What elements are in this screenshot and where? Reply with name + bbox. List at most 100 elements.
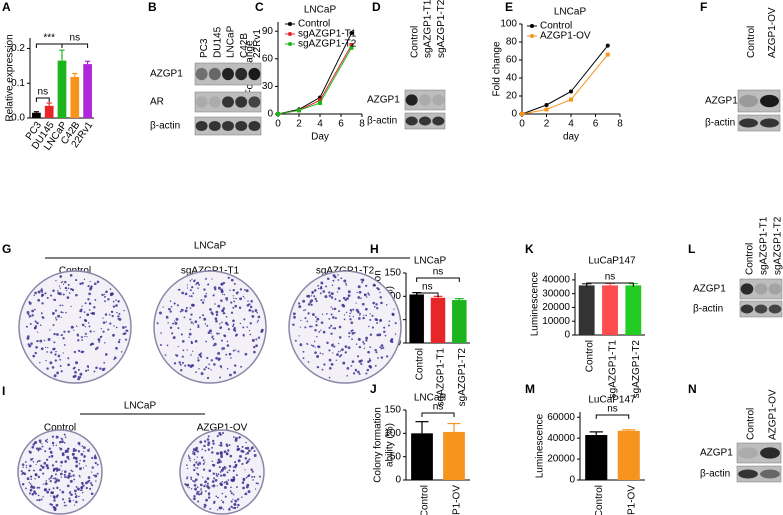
colony	[248, 308, 252, 312]
marker	[544, 103, 549, 107]
colony	[49, 450, 53, 454]
colony	[361, 281, 364, 284]
colony	[192, 323, 195, 325]
lane-label: sgAZGP1-T2	[436, 0, 447, 58]
colony	[31, 445, 35, 449]
colony	[371, 326, 375, 329]
colony	[355, 302, 357, 304]
colony	[306, 320, 309, 323]
colony	[101, 368, 105, 372]
colony	[180, 333, 183, 336]
colony	[225, 315, 228, 318]
y-tick-label: 40000	[542, 275, 570, 286]
colony	[337, 350, 340, 353]
colony	[117, 340, 121, 344]
colony	[189, 460, 192, 462]
colony	[334, 317, 337, 320]
colony	[203, 288, 206, 291]
x-tick-label: AZGP1-OV	[452, 485, 463, 515]
colony	[170, 305, 173, 308]
colony	[169, 300, 172, 302]
colony	[241, 462, 244, 466]
colony	[232, 507, 235, 509]
colony	[34, 441, 38, 444]
colony	[232, 476, 236, 479]
colony	[79, 476, 81, 478]
dish	[288, 270, 402, 384]
colony	[192, 450, 194, 453]
significance-bracket	[421, 412, 455, 417]
marker	[605, 43, 610, 48]
colony	[221, 309, 224, 312]
colony	[300, 319, 302, 322]
colony	[299, 326, 302, 328]
colony	[222, 508, 225, 510]
colony	[189, 328, 192, 331]
colony	[56, 333, 59, 336]
colony	[56, 371, 60, 375]
colony	[45, 359, 47, 362]
colony	[343, 279, 347, 283]
colony	[186, 464, 188, 466]
colony	[359, 314, 361, 316]
colony	[54, 359, 57, 362]
colony	[358, 373, 361, 375]
colony	[31, 314, 34, 317]
colony	[352, 315, 354, 318]
colony	[117, 315, 120, 318]
colony	[258, 475, 261, 478]
colony	[226, 471, 229, 474]
colony	[37, 298, 41, 302]
colony	[73, 329, 75, 331]
colony	[75, 293, 78, 297]
colony	[230, 278, 234, 282]
colony	[246, 326, 248, 328]
colony	[322, 290, 326, 293]
colony	[190, 340, 193, 343]
x-tick-label: 4	[317, 119, 323, 130]
colony	[247, 474, 251, 477]
colony	[217, 496, 219, 499]
colony	[220, 339, 223, 342]
colony	[344, 345, 348, 349]
colony	[64, 449, 68, 453]
colony	[358, 317, 361, 320]
colony	[190, 321, 193, 324]
colony	[72, 474, 75, 477]
colony	[69, 274, 73, 277]
colony	[50, 454, 54, 458]
colony	[332, 279, 335, 282]
colony	[203, 317, 207, 321]
colony	[343, 318, 346, 321]
colony	[58, 440, 62, 444]
colony	[246, 460, 250, 463]
colony	[207, 448, 211, 451]
band	[208, 67, 221, 81]
band	[235, 120, 248, 132]
colony	[351, 338, 353, 341]
colony	[214, 478, 218, 482]
colony	[55, 503, 59, 507]
legend-label: sgAZGP1-T1	[298, 29, 357, 40]
colony	[213, 286, 217, 289]
colony	[112, 305, 116, 308]
colony	[28, 481, 30, 484]
colony	[32, 460, 35, 463]
y-tick-label: 80	[506, 37, 518, 48]
colony	[240, 365, 243, 368]
colony	[199, 440, 203, 444]
y-tick-label: 0.0	[11, 113, 25, 124]
colony	[65, 476, 68, 478]
colony	[235, 474, 238, 477]
colony	[212, 442, 215, 445]
colony	[40, 498, 43, 501]
colony	[70, 469, 73, 472]
marker	[569, 89, 573, 94]
colony	[90, 482, 92, 485]
row-label: β-actin	[700, 469, 730, 480]
colony	[369, 346, 372, 348]
colony	[96, 346, 99, 349]
colony	[74, 493, 77, 495]
colony	[41, 291, 43, 294]
colony	[221, 347, 223, 349]
